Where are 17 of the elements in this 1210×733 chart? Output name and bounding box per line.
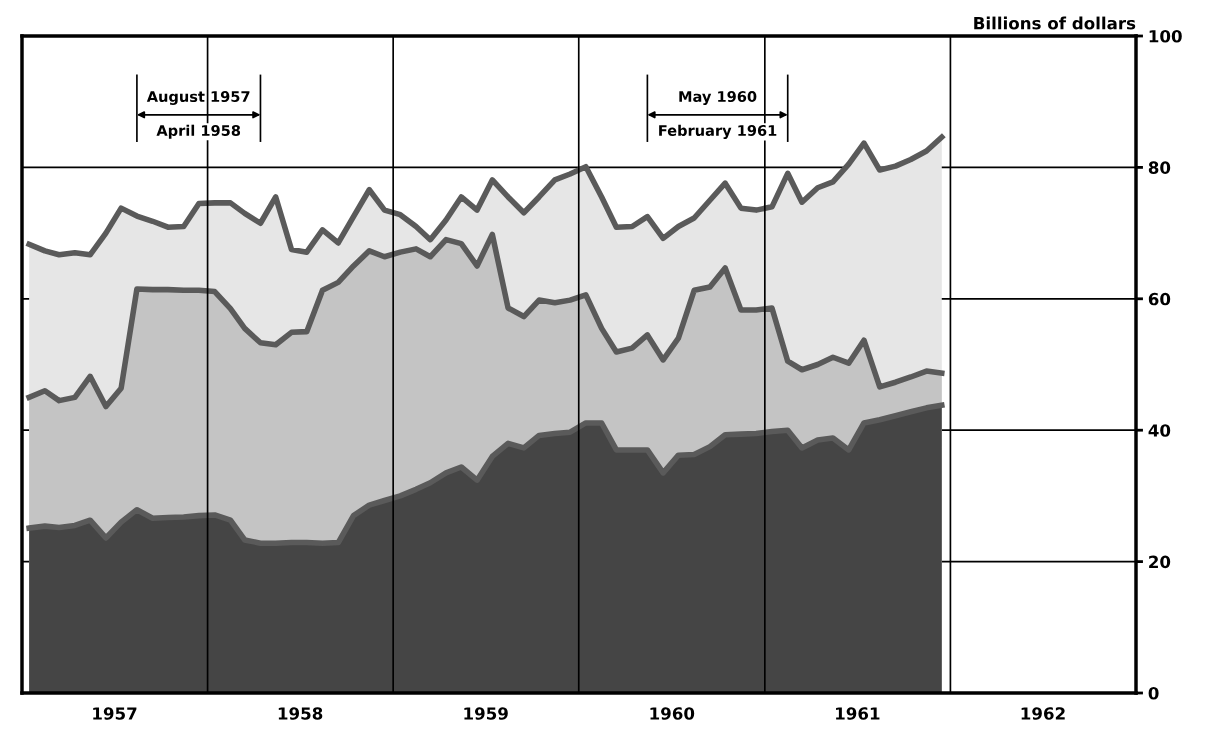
ref-line-label: May 1960 [679, 91, 757, 105]
ref-line-label: April 1958 [156, 124, 241, 139]
x-tick-label: 1958 [278, 707, 323, 720]
x-tick-label: 1961 [836, 707, 880, 720]
y-tick-label: 80 [1148, 161, 1171, 174]
ref-line-label: February 1961 [659, 124, 777, 139]
x-tick-label: 1962 [1021, 707, 1065, 720]
y-tick-label: 0 [1148, 686, 1159, 700]
x-tick-label: 1957 [93, 707, 137, 720]
ref-line-label: August 1957 [146, 91, 250, 105]
y-tick-label: 60 [1148, 292, 1171, 306]
y-tick-label: 40 [1148, 424, 1171, 437]
y-tick-label: 20 [1149, 555, 1171, 569]
x-tick-label: 1959 [464, 707, 508, 720]
y-tick-label: 100 [1149, 29, 1182, 43]
x-tick-label: 1960 [650, 707, 695, 720]
y-axis-title: Billions of dollars [974, 16, 1136, 30]
